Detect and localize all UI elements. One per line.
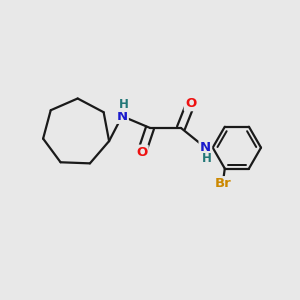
Text: Br: Br <box>215 177 232 190</box>
Text: O: O <box>136 146 147 159</box>
Text: H: H <box>118 98 128 111</box>
Text: N: N <box>200 141 211 154</box>
Text: H: H <box>202 152 212 165</box>
Text: O: O <box>185 97 196 110</box>
Text: N: N <box>116 110 128 123</box>
